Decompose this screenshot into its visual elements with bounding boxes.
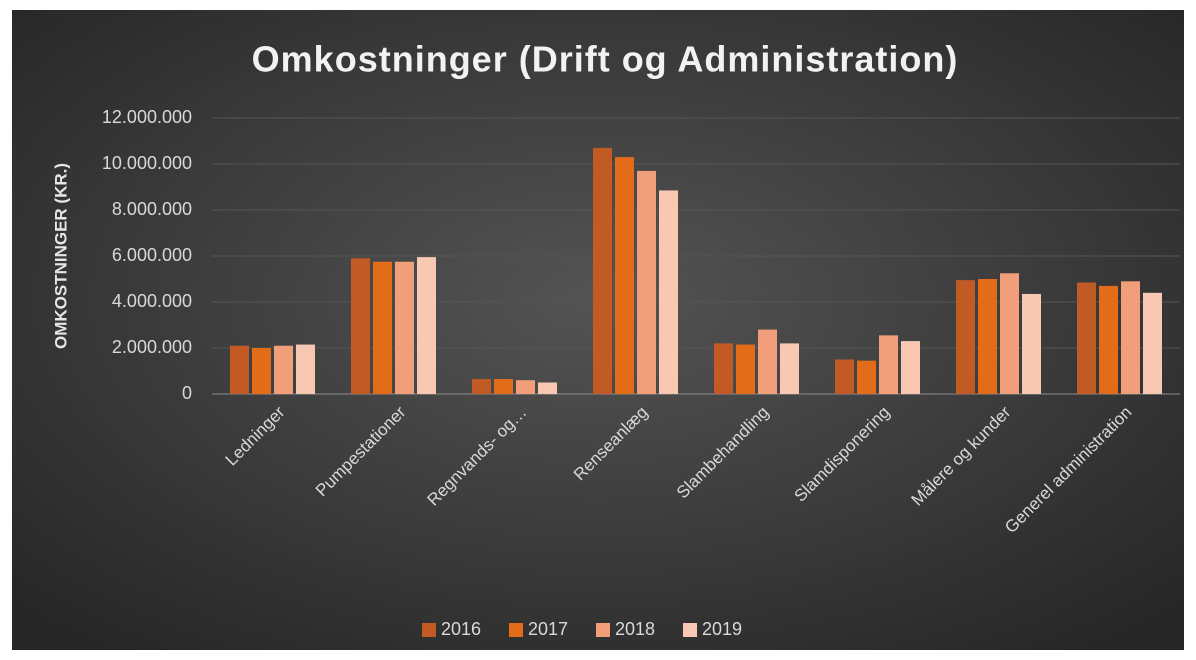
bar	[417, 257, 436, 394]
y-axis-label: OMKOSTNINGER (KR.)	[51, 163, 70, 349]
bar	[538, 382, 557, 394]
bar	[1000, 273, 1019, 394]
bar	[1121, 281, 1140, 394]
y-tick-label: 2.000.000	[112, 337, 192, 357]
y-tick-label: 4.000.000	[112, 291, 192, 311]
bar	[835, 359, 854, 394]
bar	[1077, 282, 1096, 394]
bar	[857, 360, 876, 394]
bar	[901, 341, 920, 394]
bar	[758, 329, 777, 394]
bar	[659, 190, 678, 394]
chart-title: Omkostninger (Drift og Administration)	[252, 39, 959, 80]
bar	[494, 379, 513, 394]
bar	[956, 280, 975, 394]
bar	[780, 343, 799, 394]
legend-label: 2018	[615, 619, 655, 639]
bar	[714, 343, 733, 394]
bar	[230, 345, 249, 394]
bar	[978, 279, 997, 394]
legend-swatch	[422, 623, 436, 637]
y-tick-label: 8.000.000	[112, 199, 192, 219]
bar	[472, 379, 491, 394]
y-tick-label: 6.000.000	[112, 245, 192, 265]
bar	[879, 335, 898, 394]
legend-swatch	[683, 623, 697, 637]
bar	[1099, 285, 1118, 394]
bar	[593, 147, 612, 394]
y-tick-label: 12.000.000	[102, 107, 192, 127]
legend-label: 2019	[702, 619, 742, 639]
bar	[615, 157, 634, 394]
bar	[373, 261, 392, 394]
bar	[1022, 293, 1041, 394]
bar	[736, 344, 755, 394]
y-tick-label: 0	[182, 383, 192, 403]
legend-label: 2016	[441, 619, 481, 639]
legend-label: 2017	[528, 619, 568, 639]
legend-swatch	[596, 623, 610, 637]
bar	[351, 258, 370, 394]
bar	[252, 348, 271, 394]
bar	[296, 344, 315, 394]
y-tick-label: 10.000.000	[102, 153, 192, 173]
bar	[395, 261, 414, 394]
bar	[516, 380, 535, 394]
bar	[637, 170, 656, 394]
legend-swatch	[509, 623, 523, 637]
bar	[274, 345, 293, 394]
bar	[1143, 292, 1162, 394]
